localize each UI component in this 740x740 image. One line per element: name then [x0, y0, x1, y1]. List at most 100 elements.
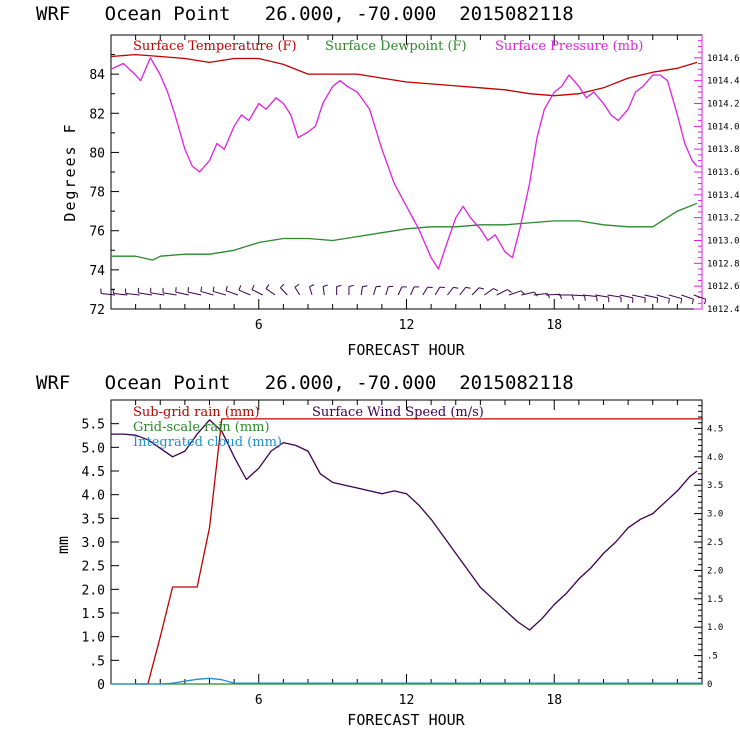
y2-tick-label: 2.5	[707, 538, 723, 548]
wind-barb	[238, 289, 251, 296]
wind-barb	[484, 288, 494, 296]
y2-tick-label: 1012.4	[707, 305, 740, 315]
x-tick-label: 6	[255, 693, 263, 708]
wind-barb-flag	[584, 295, 586, 301]
y-tick-label: 2.0	[82, 583, 105, 598]
series-line-surface-pressure-mb	[110, 57, 698, 270]
wind-barb	[162, 292, 177, 296]
wind-barb-flag	[534, 291, 538, 297]
series-line-integrated-cloud-mm	[111, 677, 702, 685]
y-tick-label: 72	[89, 303, 105, 318]
wind-barb-flag	[265, 284, 270, 289]
y2-tick-label: 1013.8	[707, 145, 740, 155]
wind-barb-flag	[251, 284, 255, 290]
wind-barb-flag	[362, 285, 368, 288]
y-tick-label: 1.0	[82, 631, 105, 646]
y-tick-label: 3.5	[82, 512, 105, 527]
wind-barb	[138, 292, 153, 296]
x-tick-label: 12	[399, 693, 415, 708]
y2-tick-label: 1.0	[707, 623, 723, 633]
wind-barb	[397, 286, 403, 296]
y-tick-label: 2.5	[82, 560, 105, 575]
panel1-ticks: 6 12 18 72 74 76 78 80 82 84 1012.4 1012.6 1012.8 101…	[89, 35, 740, 333]
y2-tick-label: 1013.6	[707, 168, 740, 178]
legend-integrated-cloud: Integrated cloud (mm)	[133, 435, 282, 450]
wind-barb-flag	[212, 286, 215, 292]
series-line-sub-grid-rain-mm	[135, 418, 702, 685]
panel2-x-axis-label: FORECAST HOUR	[347, 711, 465, 729]
panel1-wind-barbs	[100, 283, 707, 305]
y-tick-label: 78	[89, 186, 105, 201]
wind-barb	[385, 286, 389, 296]
y2-tick-label: .5	[707, 652, 718, 662]
wind-barb	[644, 294, 658, 299]
wind-barb-flag	[507, 289, 512, 293]
wind-barb	[101, 293, 116, 296]
legend-surface-dewpoint: Surface Dewpoint (F)	[325, 39, 467, 54]
panel1-x-axis-label: FORECAST HOUR	[347, 341, 465, 359]
y-tick-label: 80	[89, 146, 105, 161]
wind-barb-flag	[668, 298, 670, 304]
wind-barb	[125, 293, 140, 296]
wind-barb	[225, 290, 239, 296]
wind-barb	[632, 294, 646, 299]
wind-barb	[309, 286, 313, 296]
wind-barb-flag	[200, 286, 203, 292]
panel1-y-axis-label: Degrees F	[61, 122, 79, 221]
wind-barb	[265, 288, 276, 296]
wind-barb	[322, 286, 325, 296]
wind-barb-flag	[294, 283, 300, 288]
wind-barb-flag	[453, 286, 459, 289]
wind-barb-flag	[704, 299, 707, 305]
x-tick-label: 12	[399, 318, 415, 333]
wind-barb	[619, 294, 634, 299]
panel2-title: WRF Ocean Point 26.000, -70.000 20150821…	[36, 372, 574, 394]
wind-barb-flag	[238, 285, 242, 291]
wind-barb	[447, 287, 454, 296]
wind-barb	[150, 292, 165, 296]
wind-barb-flag	[322, 284, 328, 288]
y-tick-label: 5.0	[82, 441, 105, 456]
y-tick-label: 1.5	[82, 607, 105, 622]
wind-barb	[459, 287, 467, 296]
y2-tick-label: 1013.2	[707, 214, 740, 224]
panel1-series	[110, 53, 698, 270]
y-tick-label: 0	[97, 678, 105, 693]
y-tick-label: 4.5	[82, 465, 105, 480]
wind-barb-flag	[348, 284, 354, 288]
wind-barb-flag	[520, 290, 526, 295]
y2-tick-label: 0	[707, 680, 712, 690]
wind-barb-flag	[309, 284, 315, 288]
wind-barb	[471, 287, 480, 296]
temperature-panel: WRF Ocean Point 26.000, -70.000 20150821…	[36, 3, 740, 359]
wind-barb	[656, 294, 670, 300]
y-tick-label: 5.5	[82, 418, 105, 433]
precipitation-panel: WRF Ocean Point 26.000, -70.000 20150821…	[36, 372, 723, 729]
wind-barb	[251, 289, 263, 296]
wind-barb	[175, 291, 189, 296]
wind-barb-flag	[493, 288, 499, 292]
wind-barb	[360, 286, 363, 296]
y2-tick-label: 2.0	[707, 566, 723, 576]
wind-barb	[496, 289, 508, 296]
x-tick-label: 18	[546, 693, 562, 708]
y2-tick-label: 4.5	[707, 424, 723, 434]
series-line-surface-wind-speed-m-s	[111, 419, 698, 631]
x-tick-label: 18	[546, 318, 562, 333]
wind-barb-flag	[546, 293, 550, 299]
y2-tick-label: 1013.0	[707, 237, 740, 247]
y2-tick-label: 3.0	[707, 510, 723, 520]
wind-barb-flag	[680, 298, 683, 304]
wind-barb-flag	[280, 283, 285, 289]
wind-barb	[607, 294, 622, 298]
panel2-y-axis-label: mm	[54, 536, 72, 554]
legend-sub-grid-rain: Sub-grid rain (mm)	[133, 405, 260, 420]
legend-surface-wind-speed: Surface Wind Speed (m/s)	[312, 405, 484, 420]
wind-barb	[508, 290, 522, 296]
y2-tick-label: 1.5	[707, 595, 723, 605]
wind-barb	[200, 290, 214, 296]
series-line-surface-dewpoint-f	[111, 202, 698, 261]
y-tick-label: .5	[89, 654, 105, 669]
legend-surface-temperature: Surface Temperature (F)	[133, 39, 297, 54]
